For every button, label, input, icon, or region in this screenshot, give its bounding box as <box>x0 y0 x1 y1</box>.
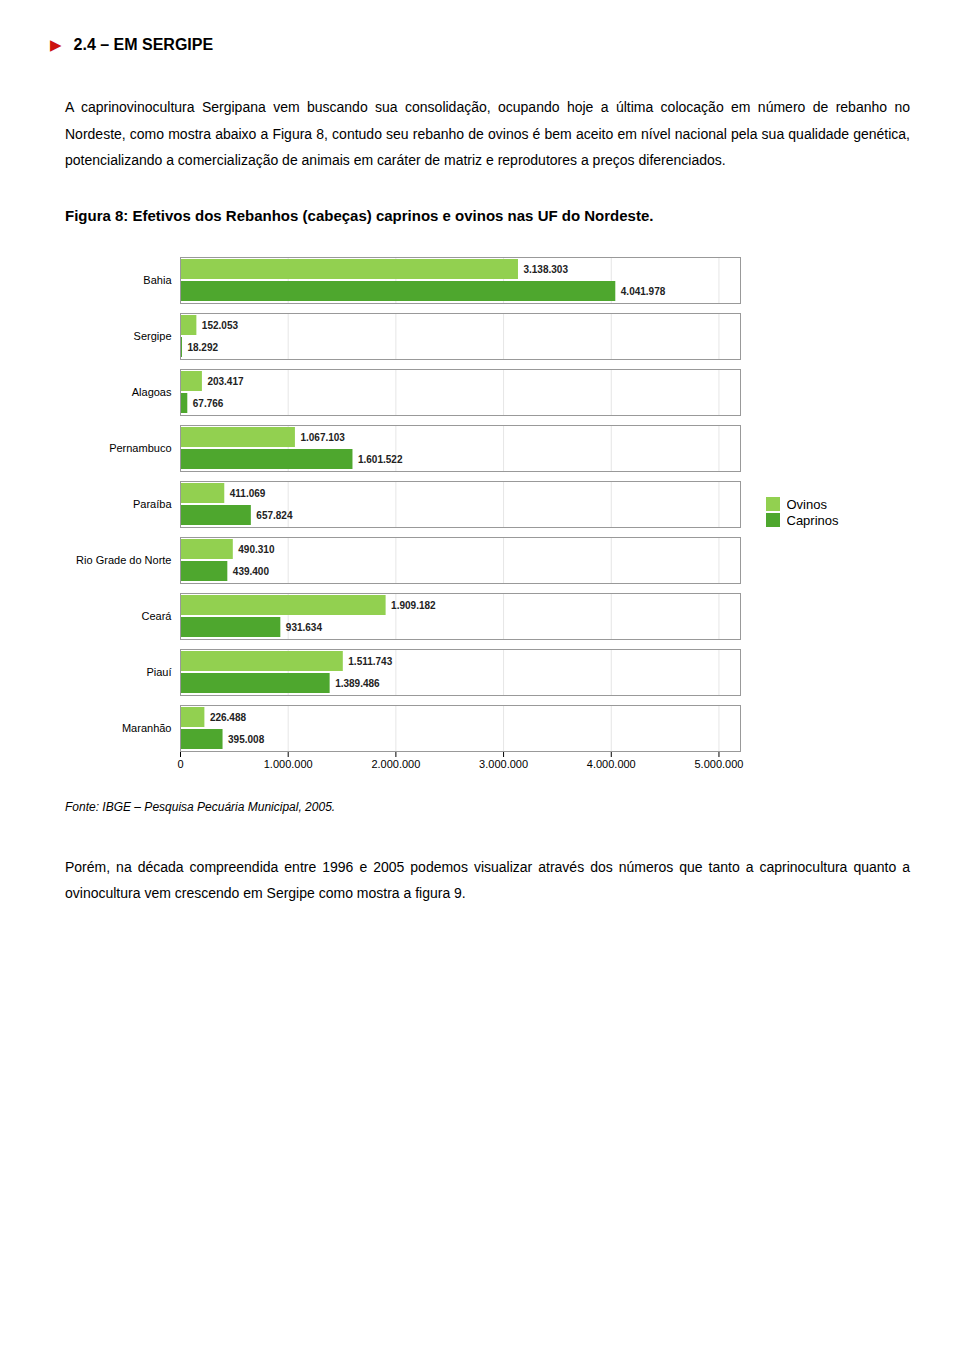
svg-text:657.824: 657.824 <box>256 509 293 520</box>
svg-text:931.634: 931.634 <box>286 621 323 632</box>
svg-text:0: 0 <box>177 758 183 770</box>
svg-text:1.000.000: 1.000.000 <box>264 758 313 770</box>
svg-text:Maranhão: Maranhão <box>122 722 172 734</box>
html-text:A caprinovinocultura Sergipana: A caprinovinocultura Sergipana vem busca… <box>65 99 910 169</box>
svg-text:Paraíba: Paraíba <box>133 498 172 510</box>
svg-text:203.417: 203.417 <box>207 375 244 386</box>
svg-text:2.000.000: 2.000.000 <box>371 758 420 770</box>
html-text:Ovinos: Ovinos <box>786 496 827 512</box>
svg-text:4.041.978: 4.041.978 <box>621 285 666 296</box>
svg-text:Bahia: Bahia <box>143 274 172 286</box>
svg-text:3.000.000: 3.000.000 <box>479 758 528 770</box>
svg-text:Rio Grade do Norte: Rio Grade do Norte <box>76 554 171 566</box>
svg-text:395.008: 395.008 <box>228 733 265 744</box>
svg-text:1.067.103: 1.067.103 <box>300 431 345 442</box>
svg-text:490.310: 490.310 <box>238 543 275 554</box>
svg-text:Pernambuco: Pernambuco <box>109 442 171 454</box>
svg-text:18.292: 18.292 <box>187 341 218 352</box>
html-text:Figura 8: Efetivos dos Rebanho: Figura 8: Efetivos dos Rebanhos (cabeças… <box>65 206 654 224</box>
html-text:Caprinos: Caprinos <box>786 512 839 528</box>
svg-text:411.069: 411.069 <box>230 487 266 498</box>
svg-text:1.909.182: 1.909.182 <box>391 599 436 610</box>
svg-text:226.488: 226.488 <box>210 711 247 722</box>
html-text:2.4 – EM SERGIPE: 2.4 – EM SERGIPE <box>73 36 214 53</box>
html-text:Porém, na década compreendida: Porém, na década compreendida entre 1996… <box>65 858 910 902</box>
svg-text:Alagoas: Alagoas <box>132 386 172 398</box>
svg-text:3.138.303: 3.138.303 <box>523 263 568 274</box>
svg-text:1.511.743: 1.511.743 <box>348 655 392 666</box>
svg-text:67.766: 67.766 <box>193 397 224 408</box>
svg-text:1.389.486: 1.389.486 <box>335 677 380 688</box>
svg-text:152.053: 152.053 <box>202 319 239 330</box>
svg-text:5.000.000: 5.000.000 <box>694 758 743 770</box>
html-text:Fonte: IBGE – Pesquisa Pecuári: Fonte: IBGE – Pesquisa Pecuária Municipa… <box>65 799 336 814</box>
svg-text:439.400: 439.400 <box>233 565 270 576</box>
svg-text:Sergipe: Sergipe <box>134 330 172 342</box>
svg-text:Ceará: Ceará <box>142 610 173 622</box>
svg-text:4.000.000: 4.000.000 <box>587 758 636 770</box>
svg-text:1.601.522: 1.601.522 <box>358 453 403 464</box>
svg-text:Piauí: Piauí <box>146 666 171 678</box>
